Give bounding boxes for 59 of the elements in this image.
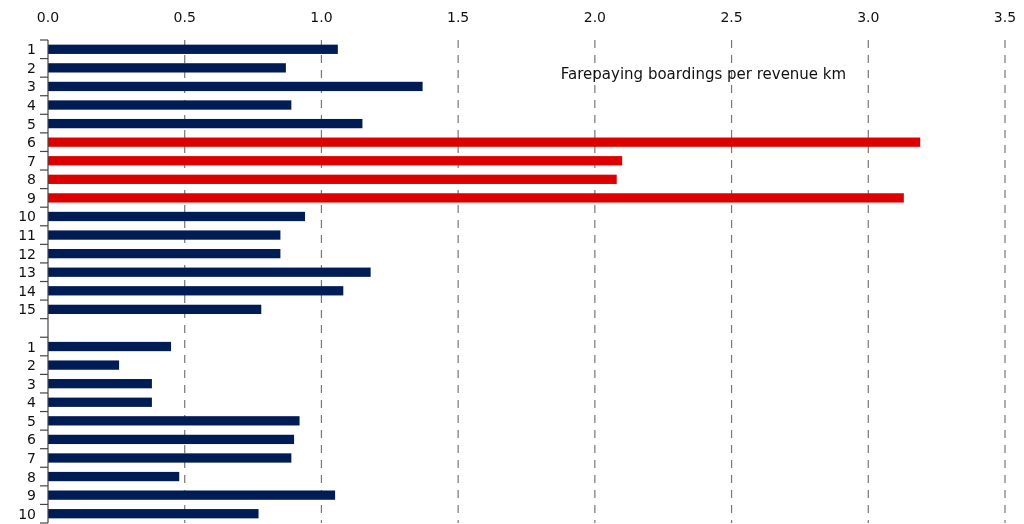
x-tick-label: 1.5 bbox=[447, 9, 470, 25]
bar bbox=[48, 267, 371, 277]
y-tick-label: 2 bbox=[27, 357, 36, 374]
y-tick-label: 14 bbox=[18, 282, 37, 299]
bar bbox=[48, 286, 344, 296]
bar bbox=[48, 156, 623, 166]
bar bbox=[48, 211, 306, 222]
bar bbox=[48, 118, 363, 129]
y-tick-label: 3 bbox=[27, 375, 36, 392]
y-tick-label: 6 bbox=[27, 431, 37, 448]
y-tick-label: 10 bbox=[18, 505, 36, 522]
bar bbox=[48, 304, 262, 315]
bar bbox=[48, 397, 152, 407]
bar bbox=[48, 81, 423, 92]
bar bbox=[48, 379, 152, 389]
y-tick-label: 9 bbox=[27, 189, 36, 206]
bar bbox=[48, 63, 286, 73]
y-tick-label: 12 bbox=[18, 245, 36, 262]
bar bbox=[48, 174, 617, 184]
bar bbox=[48, 471, 180, 482]
bar bbox=[48, 490, 336, 500]
x-tick-label: 2.5 bbox=[720, 9, 743, 25]
y-tick-label: 1 bbox=[27, 338, 36, 355]
bar bbox=[48, 416, 300, 426]
y-tick-label: 9 bbox=[27, 487, 36, 504]
y-tick-label: 2 bbox=[27, 59, 36, 76]
bar bbox=[48, 248, 281, 259]
x-tick-label: 0.5 bbox=[173, 9, 196, 25]
y-tick-label: 3 bbox=[27, 78, 36, 95]
bar bbox=[48, 341, 172, 352]
x-tick-label: 3.0 bbox=[857, 9, 880, 25]
bar bbox=[48, 44, 338, 54]
bar bbox=[48, 137, 921, 147]
bar bbox=[48, 100, 292, 110]
y-tick-label: 5 bbox=[27, 115, 36, 132]
y-tick-label: 8 bbox=[27, 171, 36, 188]
y-tick-label: 4 bbox=[27, 97, 37, 114]
x-tick-label: 1.0 bbox=[310, 9, 333, 25]
bar bbox=[48, 434, 295, 445]
bar bbox=[48, 193, 904, 203]
y-tick-label: 7 bbox=[27, 152, 36, 169]
y-tick-label: 1 bbox=[27, 41, 36, 58]
text: Farepaying boardings per revenue km bbox=[560, 65, 847, 83]
y-tick-label: 7 bbox=[27, 449, 36, 466]
y-tick-label: 10 bbox=[18, 208, 36, 225]
y-tick-label: 11 bbox=[18, 227, 36, 244]
y-tick-label: 15 bbox=[18, 301, 36, 318]
y-tick-label: 4 bbox=[27, 394, 37, 411]
x-tick-label: 3.5 bbox=[993, 9, 1017, 25]
bar bbox=[48, 509, 259, 519]
x-tick-label: 0.0 bbox=[36, 9, 60, 25]
bar bbox=[48, 453, 292, 463]
y-tick-label: 6 bbox=[27, 134, 37, 151]
bar bbox=[48, 230, 281, 240]
x-tick-label: 2.0 bbox=[583, 9, 606, 25]
y-tick-label: 8 bbox=[27, 468, 36, 485]
bar bbox=[48, 360, 120, 370]
y-tick-label: 5 bbox=[27, 412, 36, 429]
y-tick-label: 13 bbox=[18, 264, 36, 281]
